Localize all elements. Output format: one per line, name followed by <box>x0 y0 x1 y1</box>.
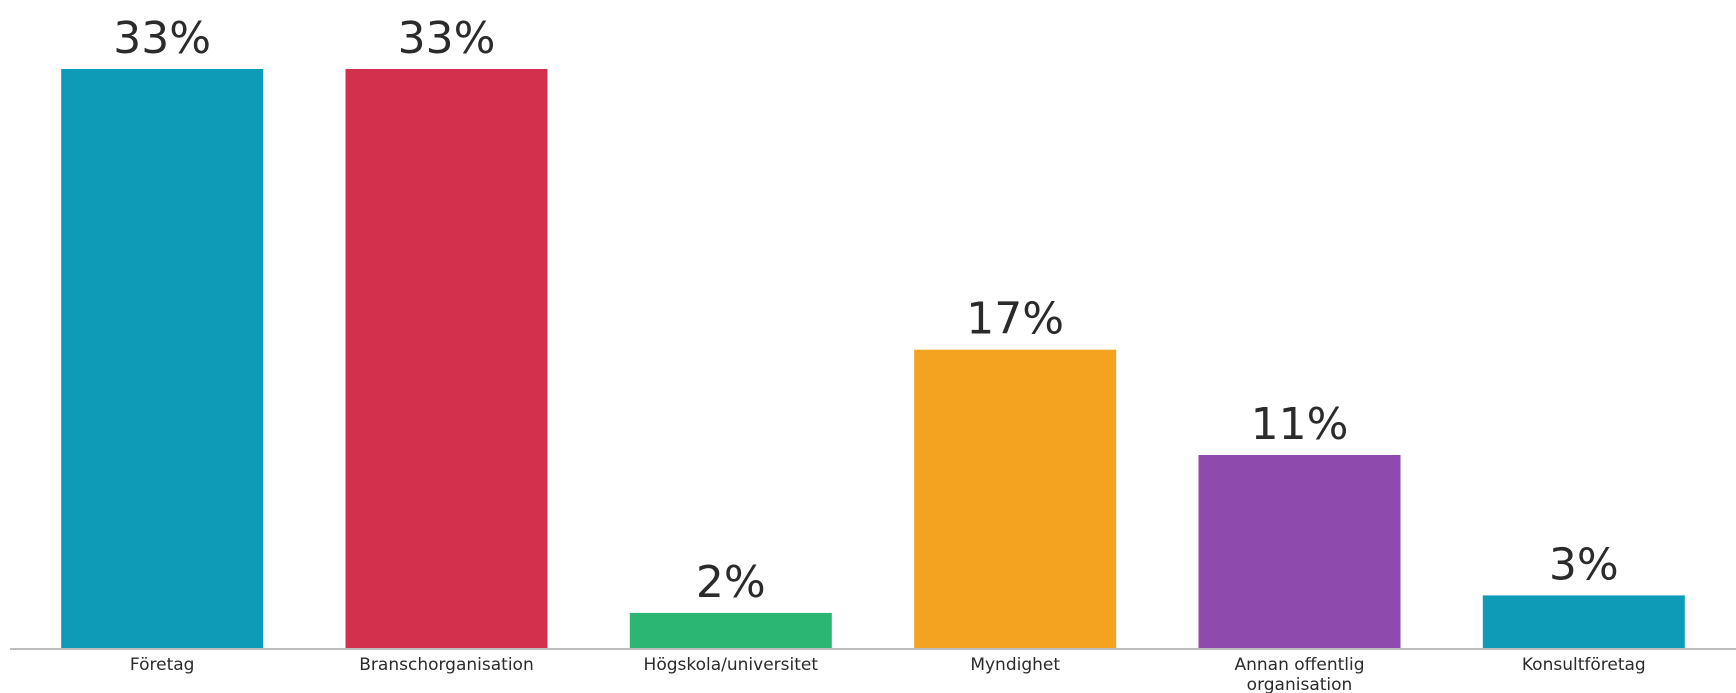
category-label-5-line-1: Annan offentlig <box>1234 655 1364 675</box>
category-label-3: Högskola/universitet <box>644 655 819 675</box>
category-label-4: Myndighet <box>970 655 1060 675</box>
category-label-2: Branschorganisation <box>359 655 533 675</box>
bar-5 <box>1198 455 1401 648</box>
bar-1 <box>61 69 264 648</box>
category-labels-group: Företag Branschorganisation Högskola/unive… <box>130 655 1646 693</box>
value-label-2: 33% <box>398 13 496 64</box>
value-label-6: 3% <box>1549 539 1619 590</box>
value-label-4: 17% <box>966 294 1064 345</box>
bars-group <box>61 69 1685 648</box>
value-labels-group: 33% 33% 2% 17% 11% 3% <box>113 13 1618 608</box>
category-label-6: Konsultföretag <box>1522 655 1646 675</box>
bar-6 <box>1482 595 1685 648</box>
bar-2 <box>345 69 548 648</box>
value-label-1: 33% <box>113 13 211 64</box>
value-label-5: 11% <box>1251 399 1349 450</box>
value-label-3: 2% <box>696 557 766 608</box>
bar-4 <box>914 349 1117 648</box>
bar-3 <box>629 612 832 648</box>
category-label-1: Företag <box>130 655 195 675</box>
category-label-5-line-2: organisation <box>1247 675 1353 693</box>
